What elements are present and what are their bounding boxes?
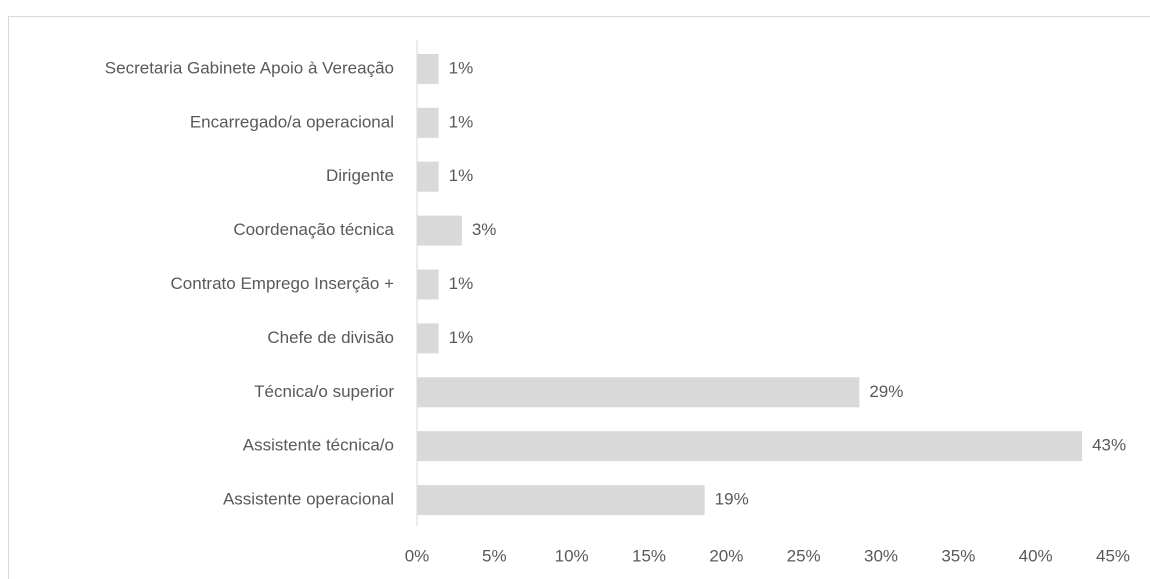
- y-tick-label: Contrato Emprego Inserção +: [171, 274, 395, 293]
- x-tick-label: 20%: [709, 546, 743, 565]
- x-tick-label: 40%: [1019, 546, 1053, 565]
- y-tick-label: Dirigente: [326, 166, 394, 185]
- y-tick-label: Chefe de divisão: [267, 328, 394, 347]
- bar: [417, 323, 439, 354]
- x-tick-label: 45%: [1096, 546, 1130, 565]
- x-tick-label: 35%: [941, 546, 975, 565]
- bar: [417, 161, 439, 192]
- x-tick-label: 25%: [787, 546, 821, 565]
- data-label: 43%: [1092, 436, 1126, 455]
- y-tick-label: Encarregado/a operacional: [190, 112, 394, 131]
- y-tick-label: Assistente operacional: [223, 490, 394, 509]
- bar: [417, 53, 439, 84]
- y-tick-label: Assistente técnica/o: [243, 436, 394, 455]
- x-tick-label: 10%: [555, 546, 589, 565]
- data-label: 1%: [449, 166, 474, 185]
- bar: [417, 269, 439, 300]
- x-tick-label: 30%: [864, 546, 898, 565]
- chart-frame: [8, 16, 1150, 579]
- data-label: 19%: [715, 490, 749, 509]
- x-tick-label: 5%: [482, 546, 507, 565]
- x-tick-label: 15%: [632, 546, 666, 565]
- bar: [417, 431, 1083, 462]
- data-label: 1%: [449, 328, 474, 347]
- data-label: 1%: [449, 112, 474, 131]
- y-tick-label: Técnica/o superior: [254, 382, 394, 401]
- x-tick-label: 0%: [405, 546, 430, 565]
- y-tick-label: Coordenação técnica: [233, 220, 394, 239]
- data-label: 29%: [869, 382, 903, 401]
- data-label: 1%: [449, 58, 474, 77]
- bar: [417, 377, 860, 408]
- bar: [417, 107, 439, 138]
- bar: [417, 485, 705, 516]
- data-label: 3%: [472, 220, 497, 239]
- data-label: 1%: [449, 274, 474, 293]
- y-tick-label: Secretaria Gabinete Apoio à Vereação: [105, 58, 394, 77]
- bar: [417, 215, 462, 246]
